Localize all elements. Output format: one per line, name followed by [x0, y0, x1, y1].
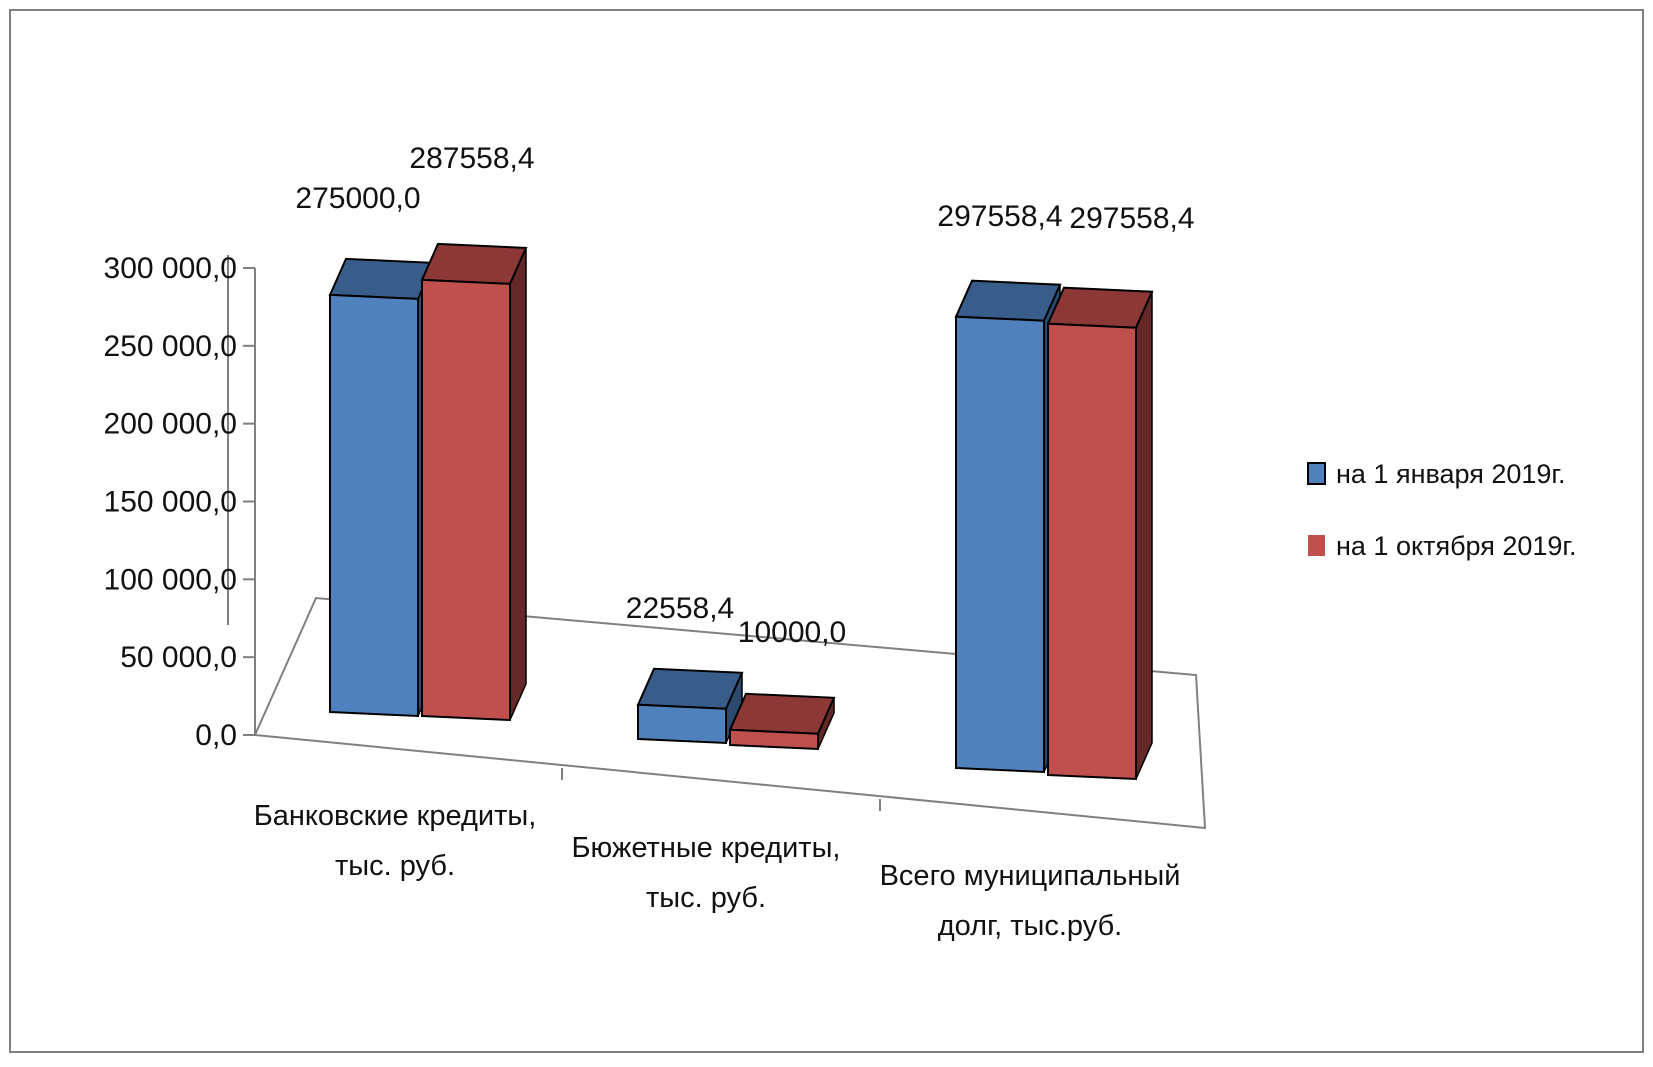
bar-top [420, 242, 528, 285]
bar-front [637, 703, 727, 745]
legend-item-1: на 1 января 2019г. [1307, 459, 1566, 489]
bar-top [636, 667, 744, 710]
bar-front [421, 278, 511, 722]
y-tick-label: 0,0 [195, 719, 237, 752]
bar-1-2 [636, 667, 744, 745]
y-tick-label: 50 000,0 [120, 641, 237, 674]
data-label: 275000,0 [295, 182, 420, 215]
bar-front [955, 315, 1045, 774]
bar-top [728, 692, 836, 735]
data-label: 10000,0 [738, 616, 846, 649]
bar-top [1046, 286, 1154, 329]
category-label: тыс. руб. [646, 882, 766, 914]
category-label: Бюжетные кредиты, [572, 832, 841, 864]
bar-2-3 [1046, 286, 1154, 781]
data-label: 22558,4 [626, 592, 734, 625]
category-label: Банковские кредиты, [254, 800, 537, 832]
data-label: 287558,4 [409, 142, 534, 175]
bar-front [1047, 322, 1137, 781]
legend-item-2: на 1 октября 2019г. [1308, 531, 1576, 561]
bar-top [954, 279, 1062, 322]
legend-swatch [1307, 462, 1326, 485]
data-label: 297558,4 [1069, 202, 1194, 235]
y-tick-label: 250 000,0 [104, 330, 237, 363]
bar-side [1135, 291, 1153, 780]
legend-label: на 1 января 2019г. [1336, 459, 1566, 489]
bar-side [509, 247, 527, 721]
bar-2-1 [420, 242, 528, 722]
bar-2-2 [728, 692, 836, 751]
bar-1-3 [954, 279, 1062, 774]
bar-front [729, 728, 819, 751]
y-tick-label: 200 000,0 [104, 408, 237, 441]
chart-floor [253, 596, 1207, 830]
y-tick-label: 100 000,0 [104, 563, 237, 596]
bar-front [329, 293, 419, 718]
category-label: долг, тыс.руб. [938, 910, 1122, 942]
category-label: тыс. руб. [335, 850, 455, 882]
y-tick-label: 150 000,0 [104, 486, 237, 519]
legend-swatch [1308, 535, 1325, 556]
category-label: Всего муниципальный [880, 860, 1181, 892]
y-tick-label: 300 000,0 [104, 252, 237, 285]
legend-label: на 1 октября 2019г. [1336, 531, 1576, 561]
data-label: 297558,4 [937, 200, 1062, 233]
bar-top [328, 257, 436, 300]
bar-1-1 [328, 257, 436, 718]
chart-frame [9, 9, 1644, 1053]
